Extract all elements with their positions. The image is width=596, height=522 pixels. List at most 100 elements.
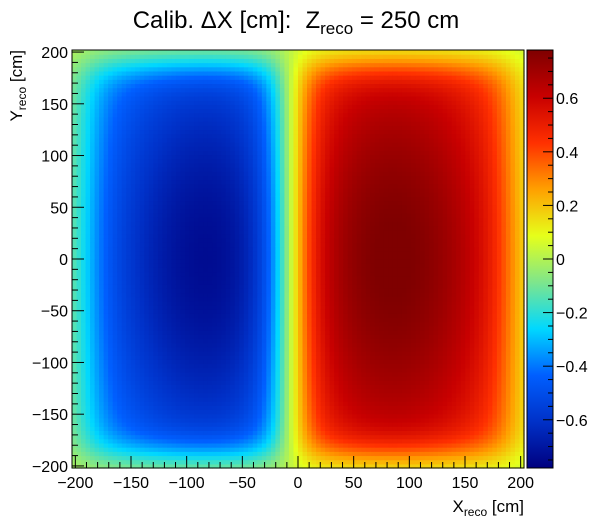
- heatmap-cell: [130, 254, 136, 260]
- heatmap-cell: [212, 409, 218, 415]
- heatmap-cell: [175, 267, 182, 273]
- heatmap-cell: [72, 330, 78, 335]
- heatmap-cell: [198, 455, 204, 461]
- heatmap-cell: [225, 359, 231, 365]
- heatmap-cell: [117, 87, 123, 93]
- heatmap-cell: [108, 167, 114, 172]
- heatmap-cell: [117, 359, 123, 365]
- heatmap-cell: [175, 413, 182, 419]
- heatmap-cell: [270, 296, 276, 302]
- heatmap-cell: [121, 154, 127, 160]
- heatmap-cell: [216, 208, 222, 214]
- heatmap-cell: [261, 87, 267, 93]
- heatmap-cell: [121, 405, 127, 411]
- heatmap-cell: [121, 330, 127, 335]
- heatmap-cell: [112, 396, 118, 402]
- heatmap-cell: [162, 217, 168, 222]
- heatmap-cell: [81, 233, 87, 239]
- heatmap-cell: [248, 171, 254, 176]
- heatmap-cell: [257, 388, 263, 394]
- heatmap-cell: [284, 167, 290, 172]
- heatmap-cell: [121, 100, 127, 105]
- heatmap-cell: [194, 342, 200, 348]
- heatmap-cell: [212, 359, 218, 365]
- heatmap-cell: [212, 137, 218, 143]
- heatmap-cell: [117, 380, 123, 385]
- heatmap-cell: [126, 321, 132, 327]
- heatmap-cell: [85, 175, 91, 181]
- heatmap-cell: [175, 112, 182, 118]
- heatmap-cell: [148, 208, 154, 214]
- heatmap-cell: [194, 313, 200, 319]
- heatmap-cell: [76, 154, 82, 160]
- heatmap-cell: [148, 104, 154, 110]
- heatmap-cell: [230, 229, 236, 235]
- heatmap-cell: [279, 422, 286, 427]
- heatmap-cell: [293, 250, 299, 256]
- heatmap-cell: [288, 363, 295, 369]
- heatmap-cell: [81, 179, 87, 185]
- heatmap-cell: [203, 254, 209, 260]
- heatmap-cell: [257, 405, 263, 411]
- heatmap-cell: [99, 346, 105, 352]
- heatmap-cell: [139, 338, 145, 344]
- heatmap-cell: [103, 75, 109, 80]
- heatmap-cell: [216, 342, 222, 348]
- heatmap-cell: [257, 87, 263, 93]
- heatmap-cell: [148, 108, 154, 114]
- heatmap-cell: [157, 321, 163, 327]
- heatmap-cell: [293, 300, 299, 306]
- heatmap-cell: [248, 154, 254, 160]
- heatmap-cell: [279, 116, 286, 122]
- heatmap-cell: [284, 187, 290, 193]
- heatmap-cell: [157, 129, 163, 135]
- heatmap-cell: [261, 112, 267, 118]
- heatmap-cell: [90, 250, 96, 256]
- heatmap-cell: [108, 129, 114, 135]
- heatmap-cell: [144, 200, 150, 206]
- heatmap-cell: [216, 121, 222, 126]
- heatmap-cell: [194, 158, 200, 164]
- heatmap-cell: [288, 213, 295, 218]
- heatmap-cell: [230, 288, 236, 294]
- heatmap-cell: [99, 300, 105, 306]
- heatmap-cell: [94, 401, 100, 406]
- heatmap-cell: [72, 187, 78, 193]
- heatmap-cell: [175, 355, 182, 360]
- heatmap-cell: [139, 325, 145, 331]
- heatmap-cell: [288, 288, 295, 294]
- heatmap-cell: [189, 409, 195, 415]
- heatmap-cell: [221, 401, 227, 406]
- heatmap-cell: [185, 104, 191, 110]
- heatmap-cell: [171, 317, 177, 323]
- heatmap-cell: [171, 259, 177, 264]
- heatmap-cell: [243, 434, 249, 440]
- heatmap-cell: [275, 225, 281, 231]
- heatmap-cell: [288, 116, 295, 122]
- heatmap-cell: [279, 233, 286, 239]
- heatmap-cell: [288, 384, 295, 390]
- heatmap-cell: [121, 141, 127, 147]
- heatmap-cell: [284, 246, 290, 252]
- heatmap-cell: [103, 459, 109, 465]
- heatmap-cell: [248, 104, 254, 110]
- heatmap-cell: [288, 171, 295, 176]
- heatmap-cell: [225, 158, 231, 164]
- heatmap-cell: [185, 87, 191, 93]
- heatmap-cell: [185, 459, 191, 465]
- heatmap-cell: [130, 371, 136, 377]
- heatmap-cell: [72, 434, 78, 440]
- heatmap-cell: [234, 125, 240, 131]
- heatmap-cell: [157, 300, 163, 306]
- heatmap-cell: [153, 284, 159, 289]
- heatmap-cell: [293, 167, 299, 172]
- heatmap-cell: [139, 288, 145, 294]
- heatmap-cell: [157, 275, 163, 281]
- heatmap-cell: [135, 233, 141, 239]
- heatmap-cell: [166, 87, 173, 93]
- heatmap-cell: [126, 133, 132, 139]
- heatmap-cell: [216, 108, 222, 114]
- heatmap-cell: [94, 284, 100, 289]
- heatmap-cell: [85, 225, 91, 231]
- heatmap-cell: [103, 66, 109, 72]
